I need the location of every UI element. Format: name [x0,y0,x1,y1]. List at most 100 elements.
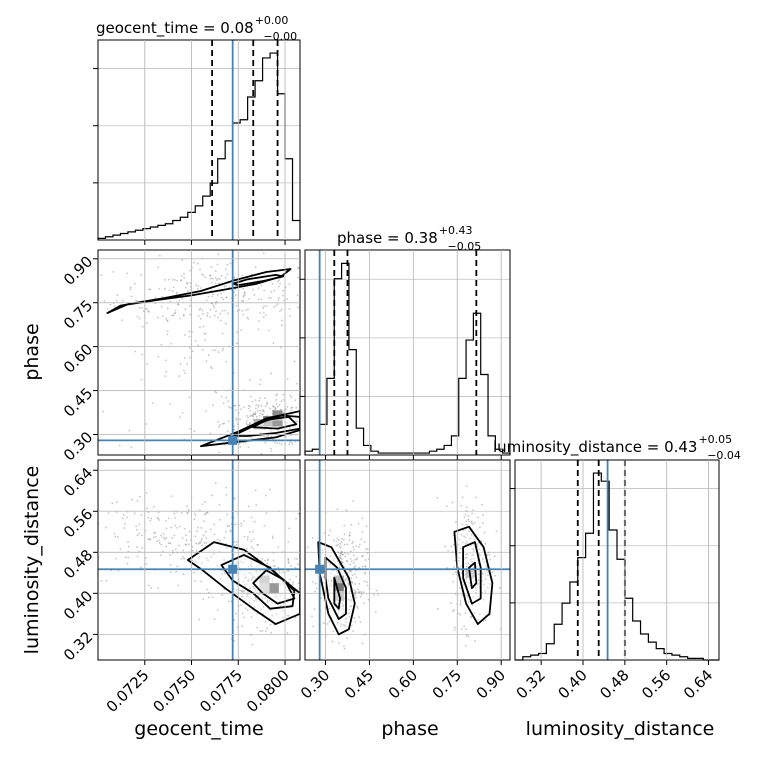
sample-point [460,572,463,575]
sample-point [465,557,468,560]
sample-point [349,563,351,566]
sample-point [106,307,109,310]
sample-point [197,344,200,347]
sample-point [472,509,475,511]
sample-point [290,396,293,399]
sample-point [349,590,352,593]
sample-point [360,538,363,541]
sample-point [259,409,262,412]
sample-point [313,287,315,289]
sample-point [275,394,278,397]
sample-point [275,304,277,307]
sample-point [127,545,130,548]
sample-point [179,363,182,365]
sample-point [160,305,163,308]
sample-point [200,539,203,542]
sample-point [475,591,478,594]
sample-point [344,625,347,628]
sample-point [247,308,249,311]
sample-point [480,540,483,542]
sample-point [280,346,282,349]
sample-point [166,330,169,332]
sample-point [242,299,245,302]
sample-point [353,589,356,592]
x-tick-label: 0.60 [385,666,421,702]
sample-point [180,512,183,514]
sample-point [203,332,206,335]
sample-point [285,422,288,424]
sample-point [152,505,155,508]
sample-point [339,625,342,628]
sample-point [121,319,123,322]
sample-point [282,582,285,585]
sample-point [240,590,243,592]
sample-point [335,570,338,572]
sample-point [145,507,148,510]
sample-point [250,273,253,276]
sample-point [253,294,256,296]
sample-point [235,612,237,615]
y-tick-label: 0.64 [60,464,96,500]
sample-point [166,307,169,310]
sample-point [352,500,355,502]
sample-point [250,616,253,618]
sample-point [135,299,138,302]
sample-point [484,542,487,545]
sample-point [266,558,269,561]
sample-point [191,549,194,552]
sample-point [281,616,284,619]
sample-point [246,462,248,464]
sample-point [285,408,287,411]
sample-point [282,289,285,292]
sample-point [267,329,270,332]
sample-point [253,575,256,578]
sample-point [482,557,484,560]
sample-point [306,580,308,582]
sample-point [271,580,274,583]
sample-point [219,518,222,521]
sample-point [279,584,282,587]
sample-point [242,589,245,592]
sample-point [243,583,246,586]
sample-point [297,563,299,566]
sample-point [350,550,352,553]
sample-point [340,540,343,543]
sample-point [193,571,196,574]
sample-point [266,562,269,565]
sample-point [459,587,461,589]
sample-point [348,531,351,534]
sample-point [214,270,217,272]
sample-point [226,273,229,276]
sample-point [188,356,191,359]
sample-point [250,565,253,568]
sample-point [345,509,348,512]
sample-point [235,417,238,420]
sample-point [215,310,217,313]
sample-point [472,553,475,556]
y-tick-label: 0.30 [60,428,96,464]
sample-point [180,275,183,277]
sample-point [163,288,166,290]
sample-point [472,550,475,553]
density-contour [462,541,482,605]
sample-point [465,520,468,523]
sample-point [331,640,334,643]
sample-point [189,282,192,284]
sample-point [264,397,266,399]
title-phase: phase = 0.38+0.43 −0.05 [337,224,481,253]
sample-point [471,523,474,525]
sample-point [169,571,172,574]
sample-point [477,619,480,621]
sample-point [352,546,355,548]
sample-point [146,322,148,324]
density-cell [272,416,283,427]
sample-point [291,583,294,586]
sample-point [288,308,291,310]
sample-point [355,576,358,579]
sample-point [259,432,262,435]
sample-point [199,287,202,289]
sample-point [294,399,296,402]
sample-point [257,287,260,290]
sample-point [165,317,168,320]
sample-point [176,526,179,529]
